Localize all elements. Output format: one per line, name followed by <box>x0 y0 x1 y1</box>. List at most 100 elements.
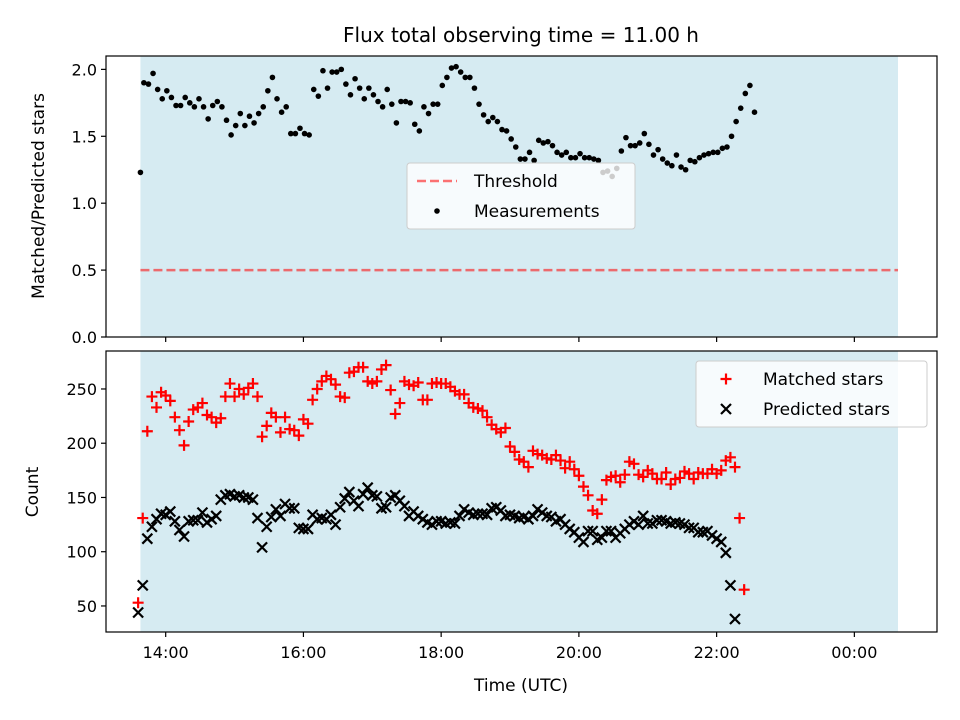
predicted-star-point <box>343 486 356 498</box>
matched-star-point <box>311 383 323 395</box>
measurement-point <box>655 146 661 153</box>
matched-star-point <box>729 461 741 473</box>
measurement-point <box>678 164 684 170</box>
measurement-point <box>535 137 542 144</box>
measurement-point <box>558 152 565 158</box>
measurement-point <box>255 110 262 117</box>
measurement-point <box>719 145 726 152</box>
bottom-y-axis-label: Count <box>23 466 43 517</box>
measurement-point <box>476 101 482 107</box>
measurement-point <box>246 113 253 120</box>
predicted-star-point <box>651 514 663 527</box>
measurement-point <box>177 102 184 109</box>
matched-star-point <box>591 508 603 520</box>
measurement-point <box>402 98 409 105</box>
top-y-tick-label: 1.0 <box>72 194 97 213</box>
measurement-point <box>572 154 579 161</box>
measurement-point <box>623 134 629 141</box>
predicted-star-point <box>173 524 186 536</box>
matched-star-point <box>169 411 181 423</box>
matched-star-point <box>141 425 153 437</box>
measurement-point <box>287 130 294 137</box>
measurement-point <box>375 98 381 105</box>
predicted-star-point <box>196 506 209 519</box>
predicted-star-point <box>527 510 539 522</box>
matched-star-point <box>151 401 163 413</box>
matched-star-point <box>339 392 351 404</box>
predicted-star-point <box>683 522 695 534</box>
measurement-point <box>650 152 657 158</box>
measurement-point <box>554 149 560 156</box>
predicted-star-point <box>169 515 181 528</box>
matched-star-point <box>385 384 397 396</box>
predicted-star-point <box>472 507 484 520</box>
matched-star-point <box>619 469 631 481</box>
predicted-star-point <box>334 501 346 514</box>
matched-star-point <box>307 394 319 406</box>
measurement-point <box>278 109 285 115</box>
bottom-y-tick-label: 100 <box>66 543 97 562</box>
measurement-point <box>439 82 446 89</box>
measurement-point <box>462 74 469 81</box>
predicted-star-point <box>577 536 590 548</box>
top-y-axis-label: Matched/Predicted stars <box>29 93 49 299</box>
predicted-star-point <box>715 536 727 548</box>
measurement-point <box>320 67 326 74</box>
matched-star-point <box>164 395 176 407</box>
predicted-star-point <box>192 514 204 527</box>
predicted-star-point <box>605 525 617 537</box>
predicted-star-point <box>724 579 737 592</box>
measurement-point <box>343 81 349 87</box>
measurement-point <box>379 104 386 110</box>
measurement-point <box>627 142 634 149</box>
bottom-marks <box>132 359 750 625</box>
measurement-point <box>223 117 230 124</box>
matched-star-point <box>522 461 534 473</box>
matched-star-point <box>247 378 259 390</box>
measurement-point <box>301 130 308 137</box>
matched-star-point <box>252 391 264 403</box>
predicted-star-point <box>582 525 594 537</box>
matched-star-point <box>481 411 493 423</box>
measurement-point <box>416 128 423 134</box>
measurement-point <box>242 122 248 129</box>
measurement-point <box>251 120 257 126</box>
matched-star-point <box>499 422 511 434</box>
bottom-y-tick-label: 150 <box>66 488 97 507</box>
matched-star-point <box>238 388 250 400</box>
measurement-point <box>522 156 528 162</box>
measurement-point <box>205 116 211 122</box>
matched-star-point <box>279 411 291 423</box>
predicted-star-point <box>586 525 599 537</box>
top-y-tick-label: 2.0 <box>72 60 97 79</box>
matched-star-point <box>476 405 488 417</box>
measurement-point <box>545 138 551 145</box>
predicted-star-point <box>210 510 222 522</box>
matched-star-point <box>577 481 589 493</box>
measurement-point <box>310 86 317 93</box>
top-y-tick-label: 0.5 <box>72 261 97 280</box>
predicted-star-point <box>251 512 264 524</box>
predicted-star-point <box>338 492 351 505</box>
matched-star-point <box>196 397 208 409</box>
matched-star-point <box>509 446 521 458</box>
measurement-point <box>705 150 712 157</box>
predicted-star-point <box>596 531 608 544</box>
predicted-star-point <box>481 509 493 521</box>
measurement-point <box>274 96 280 102</box>
measurement-point <box>421 104 427 110</box>
predicted-star-point <box>641 517 654 530</box>
measurement-point <box>384 86 391 93</box>
matched-star-point <box>412 376 424 388</box>
matched-star-point <box>215 412 227 424</box>
measurement-point <box>632 142 638 149</box>
measurement-point <box>145 81 152 87</box>
measurement-point <box>448 65 455 71</box>
measurement-point <box>260 104 267 110</box>
matched-star-point <box>628 458 640 470</box>
predicted-star-point <box>260 520 273 533</box>
matched-star-point <box>724 451 736 463</box>
predicted-star-point <box>371 490 383 503</box>
measurement-point <box>457 69 464 75</box>
measurement-point <box>563 149 570 156</box>
